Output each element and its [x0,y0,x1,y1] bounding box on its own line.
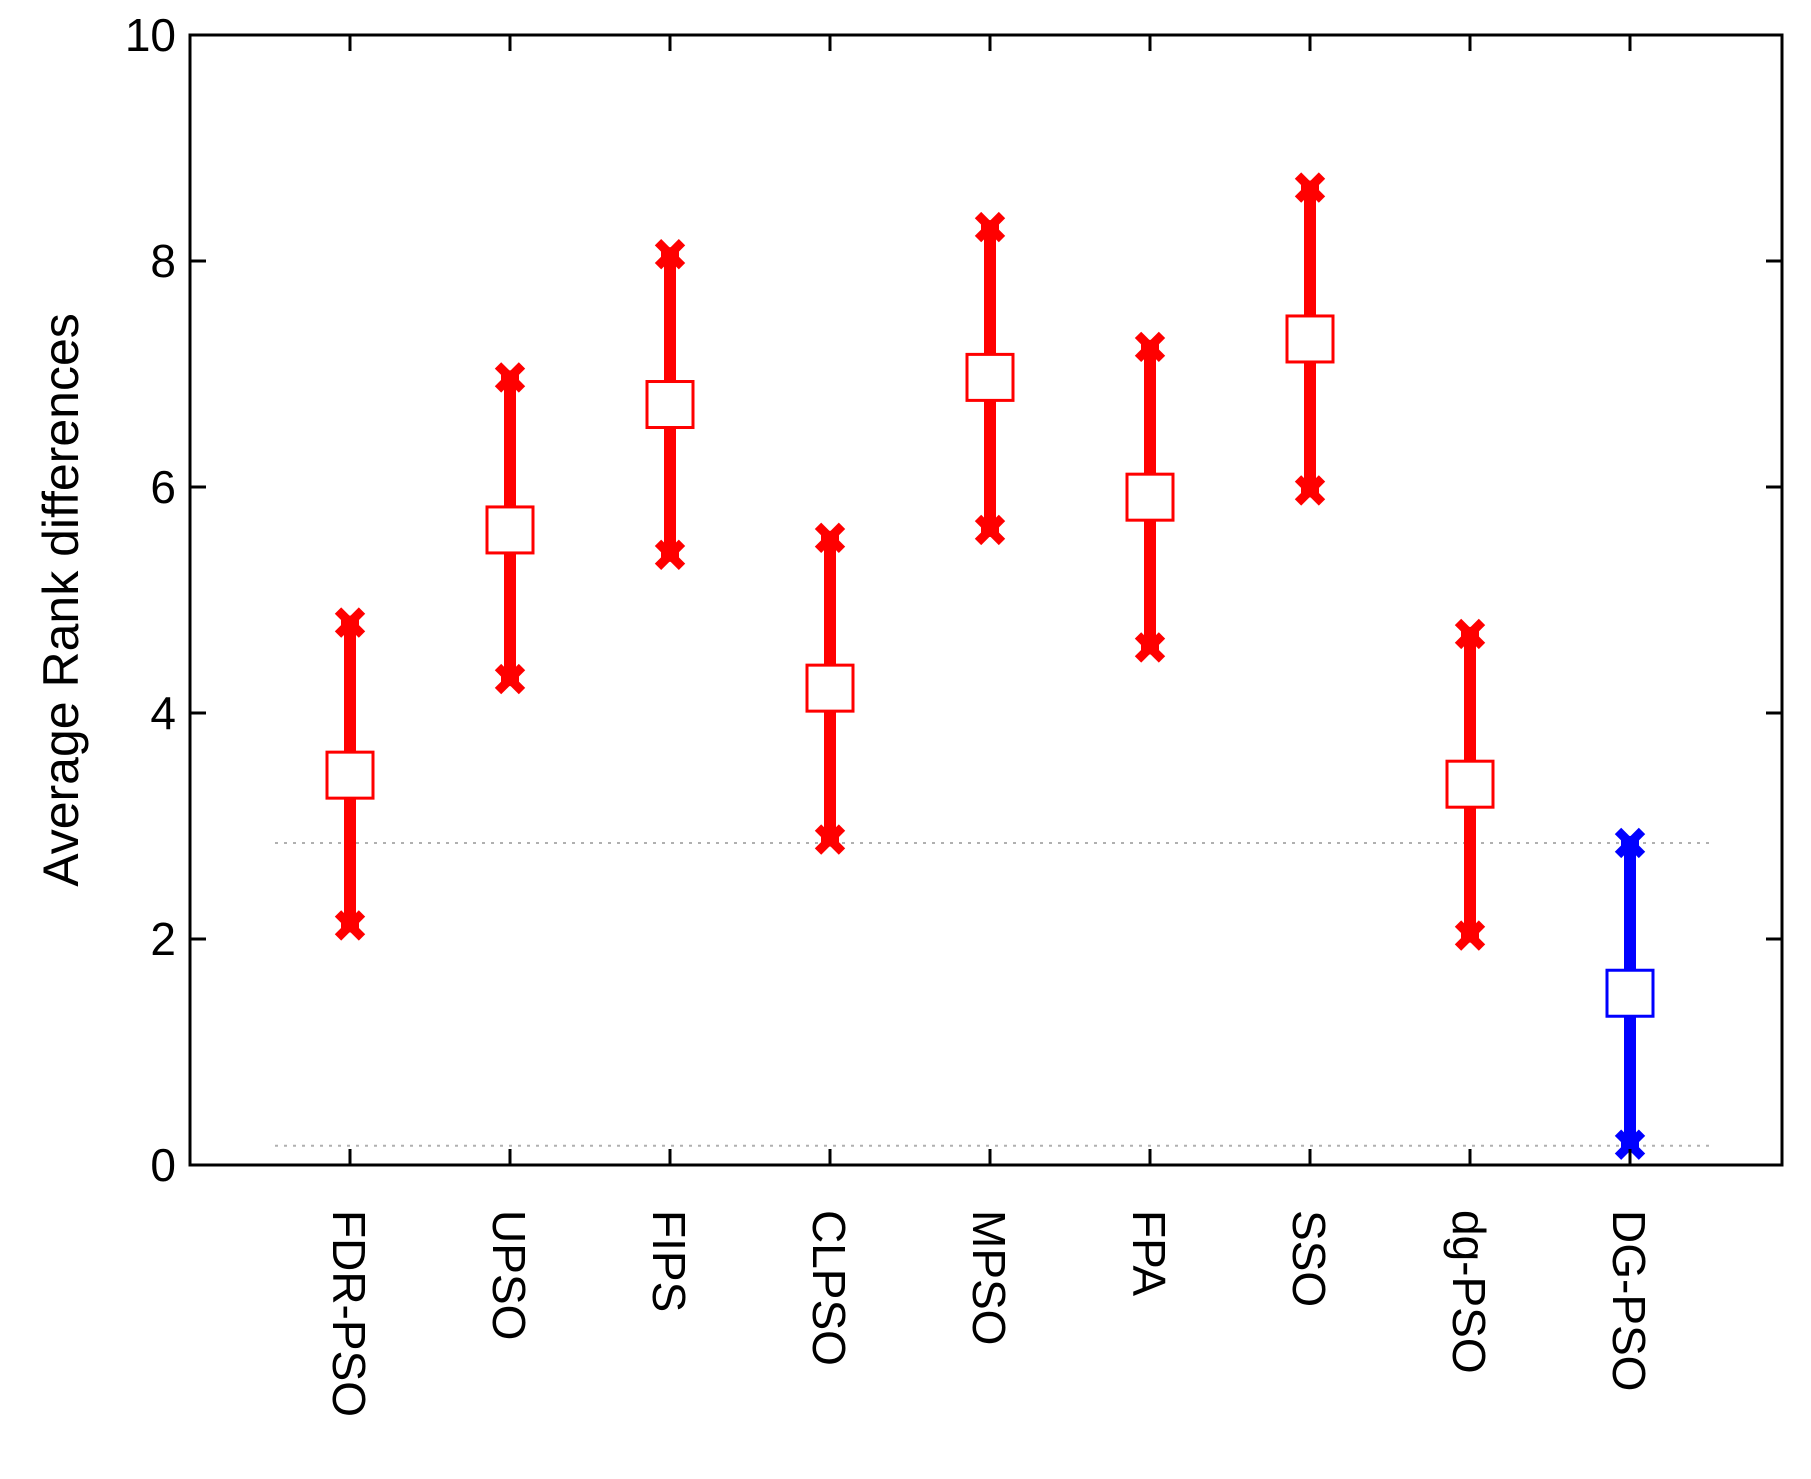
error-bar-group [965,211,1015,546]
reference-lines [275,841,1712,1147]
x-tick-label: DG-PSO [1603,1210,1655,1391]
y-axis-title: Average Rank differences [33,313,89,887]
upper-cap-marker [334,607,366,638]
cap-dot [341,918,359,933]
lower-cap-marker [1614,1129,1646,1160]
cap-dot [821,832,839,847]
upper-cap-marker [1454,618,1486,650]
mean-marker [965,352,1015,402]
y-tick-label: 4 [150,687,176,739]
lower-cap-marker [814,824,846,855]
mean-marker [485,505,535,555]
cap-dot [1141,339,1159,354]
lower-cap-marker [1454,920,1486,951]
x-tick-label: FDR-PSO [323,1210,375,1417]
lower-cap-marker [1134,632,1166,663]
cap-dot [501,370,519,385]
x-tick-label: dg-PSO [1443,1210,1495,1374]
lower-cap-marker [494,663,526,695]
cap-dot [1141,640,1159,655]
error-bar-group [1285,172,1335,506]
x-ticks: FDR-PSO UPSO FIPS CLPSO MPSO FPA SSO dg-PSO DG-P… [323,35,1655,1417]
mean-marker [1445,759,1495,809]
mean-marker [1285,314,1335,364]
error-bar-group [485,362,535,695]
upper-cap-marker [1134,331,1166,363]
upper-cap-marker [1614,827,1646,859]
x-tick-label: SSO [1283,1210,1335,1307]
upper-cap-marker [1294,172,1326,203]
x-tick-label: CLPSO [803,1210,855,1366]
upper-cap-marker [974,211,1006,243]
error-bar-group [645,239,695,570]
cap-dot [661,547,679,562]
cap-dot [1621,1137,1639,1152]
error-bars [325,172,1655,1160]
lower-cap-marker [334,910,366,941]
error-bar-group [805,522,855,855]
error-bar-group [1125,331,1175,663]
cap-dot [981,522,999,537]
mean-marker [325,750,375,800]
upper-cap-marker [494,362,526,393]
cap-dot [1461,626,1479,641]
cap-dot [1301,483,1319,498]
y-ticks: 0 2 4 6 8 10 [125,9,1782,1191]
mean-marker [645,380,695,430]
cap-dot [1301,180,1319,195]
error-bar-group [325,607,375,941]
cap-dot [501,672,519,687]
cap-dot [1621,835,1639,850]
mean-marker [805,663,855,713]
error-bar-group [1445,618,1495,951]
error-bar-group [1605,827,1655,1160]
y-tick-label: 10 [125,9,176,61]
cap-dot [661,247,679,262]
y-tick-label: 6 [150,461,176,513]
cap-dot [1461,928,1479,943]
y-tick-label: 8 [150,235,176,287]
cap-dot [821,530,839,545]
x-tick-label: MPSO [963,1210,1015,1345]
plot-frame [188,33,1784,1167]
upper-cap-marker [814,522,846,554]
mean-marker [1605,968,1655,1018]
mean-marker [1125,472,1175,522]
y-tick-label: 0 [150,1139,176,1191]
y-tick-label: 2 [150,913,176,965]
lower-cap-marker [974,514,1006,546]
x-tick-label: FIPS [643,1210,695,1312]
upper-cap-marker [654,239,686,270]
lower-cap-marker [1294,475,1326,506]
lower-cap-marker [654,539,686,570]
x-tick-label: FPA [1123,1210,1175,1296]
cap-dot [341,615,359,630]
x-tick-label: UPSO [483,1210,535,1340]
cap-dot [981,220,999,235]
